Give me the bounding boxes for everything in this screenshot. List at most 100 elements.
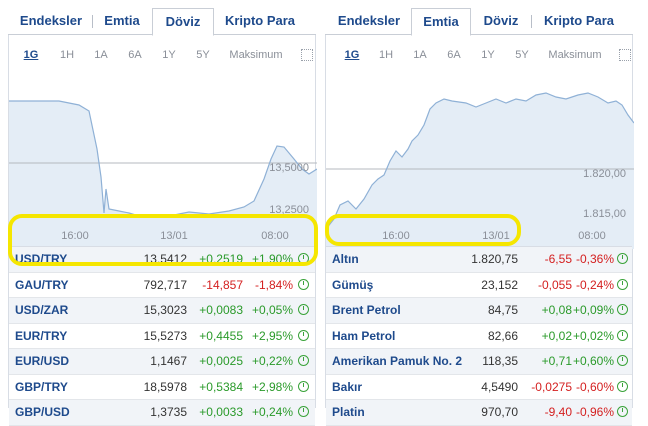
tab-emtia[interactable]: Emtia	[411, 8, 471, 36]
range-5y[interactable]: 5Y	[515, 49, 529, 61]
instrument-name[interactable]: EUR/TRY	[15, 328, 68, 343]
instrument-name[interactable]: GAU/TRY	[15, 277, 69, 292]
chart-area	[326, 93, 634, 249]
price-value: 13,5412	[143, 252, 187, 266]
market-panel: 1G 1H 1A 6A 1Y 5Y Maksimum 1.820,00 1.81…	[325, 35, 634, 426]
table-row[interactable]: Bakır 4,5490 -0,0275 -0,60%	[326, 375, 632, 400]
price-chart: 13,5000 13,2500 16:00 13/01 08:00	[9, 79, 317, 249]
range-6a[interactable]: 6A	[447, 49, 461, 61]
instrument-name[interactable]: GBP/USD	[15, 405, 70, 419]
price-value: 4,5490	[481, 379, 518, 394]
table-row[interactable]: GBP/TRY 18,5978 +0,5384 +2,98%	[9, 375, 315, 400]
clock-icon	[617, 304, 628, 315]
change-value: +0,0025	[199, 354, 243, 368]
instrument-name[interactable]: Altın	[332, 252, 359, 266]
tab-endeksler[interactable]: Endeksler	[19, 13, 83, 28]
table-row[interactable]: USD/TRY 13,5412 +0,2519 +1,90%	[9, 246, 315, 273]
change-value: +0,08	[541, 303, 572, 317]
range-1h[interactable]: 1H	[378, 49, 394, 61]
price-value: 118,35	[482, 354, 518, 368]
change-percent: -0,24%	[575, 277, 614, 292]
y-axis-label: 13,2500	[269, 204, 309, 216]
table-row[interactable]: Amerikan Pamuk No. 2 118,35 +0,71 +0,60%	[326, 349, 632, 375]
price-value: 84,75	[487, 303, 518, 317]
table-row[interactable]: Ham Petrol 82,66 +0,02 +0,02%	[326, 324, 632, 349]
change-value: -0,0275	[531, 379, 572, 394]
price-value: 18,5978	[143, 379, 187, 394]
tab-separator	[92, 15, 93, 28]
range-1g[interactable]: 1G	[344, 49, 360, 61]
instrument-name[interactable]: GBP/TRY	[15, 379, 68, 394]
table-row[interactable]: Altın 1.820,75 -6,55 -0,36%	[326, 246, 632, 273]
range-6a[interactable]: 6A	[128, 49, 142, 61]
table-row[interactable]: EUR/USD 1,1467 +0,0025 +0,22%	[9, 349, 315, 375]
range-maksimum[interactable]: Maksimum	[229, 49, 283, 61]
clock-icon	[617, 406, 628, 417]
instrument-name[interactable]: USD/ZAR	[15, 303, 69, 317]
range-1y[interactable]: 1Y	[162, 49, 176, 61]
change-value: -14,857	[202, 277, 243, 292]
tab-kripto-para[interactable]: Kripto Para	[543, 13, 615, 28]
change-percent: +0,24%	[251, 405, 293, 419]
clock-icon	[617, 380, 628, 392]
price-value: 15,3023	[143, 303, 187, 317]
tab-emtia[interactable]: Emtia	[104, 13, 140, 28]
change-value: -6,55	[544, 252, 572, 266]
change-percent: +2,98%	[251, 379, 293, 394]
table-row[interactable]: EUR/TRY 15,5273 +0,4455 +2,95%	[9, 324, 315, 349]
instrument-name[interactable]: Bakır	[332, 379, 363, 394]
instrument-name[interactable]: Brent Petrol	[332, 303, 401, 317]
change-percent: +1,90%	[251, 252, 293, 266]
change-value: +0,4455	[199, 328, 243, 343]
range-1y[interactable]: 1Y	[481, 49, 495, 61]
range-5y[interactable]: 5Y	[196, 49, 210, 61]
range-1a[interactable]: 1A	[413, 49, 427, 61]
change-percent: +2,95%	[251, 328, 293, 343]
y-axis-label: 1.815,00	[583, 208, 626, 220]
tab-bar: Endeksler Emtia Döviz Kripto Para	[8, 8, 316, 36]
instrument-name[interactable]: USD/TRY	[15, 252, 68, 266]
instrument-name[interactable]: Ham Petrol	[332, 328, 396, 343]
clock-icon	[617, 253, 628, 264]
expand-icon[interactable]	[619, 49, 631, 61]
change-value: +0,5384	[199, 379, 243, 394]
change-value: +0,0033	[199, 405, 243, 419]
price-value: 970,70	[481, 405, 518, 419]
change-value: +0,0083	[199, 303, 243, 317]
table-row[interactable]: Platin 970,70 -9,40 -0,96%	[326, 400, 632, 426]
price-value: 23,152	[481, 277, 518, 292]
tab-doviz[interactable]: Döviz	[483, 13, 519, 28]
table-row[interactable]: Gümüş 23,152 -0,055 -0,24%	[326, 273, 632, 298]
tab-doviz[interactable]: Döviz	[152, 8, 214, 36]
quotes-table: USD/TRY 13,5412 +0,2519 +1,90% GAU/TRY 7…	[9, 246, 315, 426]
change-value: +0,02	[541, 328, 572, 343]
x-axis-label: 16:00	[61, 230, 89, 242]
table-row[interactable]: Brent Petrol 84,75 +0,08 +0,09%	[326, 298, 632, 324]
range-1h[interactable]: 1H	[59, 49, 75, 61]
change-percent: -0,60%	[575, 379, 614, 394]
tab-endeksler[interactable]: Endeksler	[337, 13, 401, 28]
price-value: 82,66	[487, 328, 518, 343]
range-maksimum[interactable]: Maksimum	[548, 49, 602, 61]
price-value: 792,717	[143, 277, 187, 292]
clock-icon	[298, 380, 309, 392]
tab-kripto-para[interactable]: Kripto Para	[224, 13, 296, 28]
range-1g[interactable]: 1G	[23, 49, 39, 61]
change-percent: -0,96%	[575, 405, 614, 419]
x-axis-label: 08:00	[578, 230, 606, 242]
table-row[interactable]: USD/ZAR 15,3023 +0,0083 +0,05%	[9, 298, 315, 324]
instrument-name[interactable]: Platin	[332, 405, 365, 419]
instrument-name[interactable]: Gümüş	[332, 277, 374, 292]
x-axis-label: 16:00	[382, 230, 410, 242]
instrument-name[interactable]: Amerikan Pamuk No. 2	[332, 354, 463, 368]
quotes-table: Altın 1.820,75 -6,55 -0,36% Gümüş 23,152…	[326, 246, 632, 426]
change-percent: +0,09%	[572, 303, 614, 317]
clock-icon	[298, 406, 309, 417]
x-axis-label: 08:00	[261, 230, 289, 242]
instrument-name[interactable]: EUR/USD	[15, 354, 70, 368]
expand-icon[interactable]	[301, 49, 313, 61]
clock-icon	[617, 278, 628, 290]
table-row[interactable]: GAU/TRY 792,717 -14,857 -1,84%	[9, 273, 315, 298]
range-1a[interactable]: 1A	[94, 49, 108, 61]
table-row[interactable]: GBP/USD 1,3735 +0,0033 +0,24%	[9, 400, 315, 426]
